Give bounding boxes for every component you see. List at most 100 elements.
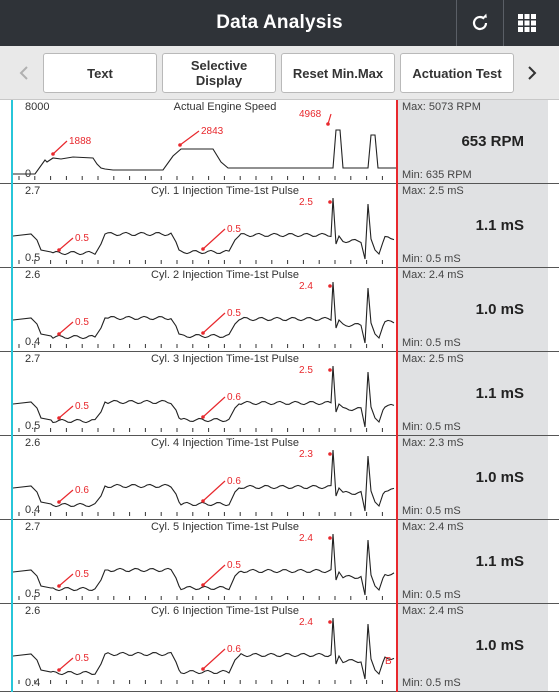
scale-min-label: 0	[25, 168, 32, 180]
cursor-a-line[interactable]	[11, 100, 13, 692]
signal-trace	[13, 197, 395, 260]
annotation-arrow	[58, 657, 74, 671]
scale-min-label: 0.4	[25, 504, 41, 516]
annotation-arrow	[179, 130, 200, 146]
max-value: Max: 2.5 mS	[402, 353, 464, 365]
graph-trace-area[interactable]: 0.5 0.5 2.4	[13, 268, 396, 351]
max-value: Max: 2.5 mS	[402, 185, 464, 197]
min-value: Min: 0.5 mS	[402, 253, 461, 265]
annotation-label: 2.3	[299, 449, 313, 460]
graph-trace-area[interactable]: 0.5 0.6 2.5	[13, 352, 396, 435]
graph-panel[interactable]: Max: 2.5 mS 1.1 mS Min: 0.5 mS 0.5 0.5 2.5 2.7…	[0, 184, 559, 268]
min-value: Min: 0.5 mS	[402, 337, 461, 349]
parameter-name: Cyl. 3 Injection Time-1st Pulse	[151, 353, 299, 365]
annotation-arrowhead	[57, 416, 61, 420]
annotation-label: 0.5	[227, 308, 241, 319]
annotation-arrowhead	[201, 415, 205, 419]
annotation-arrowhead	[178, 143, 182, 147]
annotation-arrowhead	[57, 332, 61, 336]
annotation-arrow	[58, 321, 74, 335]
actuation-test-label: Actuation Test	[412, 65, 502, 81]
chevron-left-icon	[19, 66, 28, 80]
graph-panel[interactable]: Max: 2.4 mS 1.0 mS Min: 0.5 mS 0.5 0.5 2.4 2.6…	[0, 268, 559, 352]
annotation-arrowhead	[328, 620, 332, 624]
graph-trace-area[interactable]: 0.50.62.4AB	[13, 604, 396, 687]
min-value: Min: 0.5 mS	[402, 505, 461, 517]
scale-max-label: 8000	[25, 101, 50, 113]
annotation-arrow	[202, 228, 226, 250]
graph-panel[interactable]: Max: 5073 RPM 653 RPM Min: 635 RPM 1888 2843…	[0, 100, 559, 184]
annotation-arrow	[202, 480, 226, 502]
cursor-b-label: B	[385, 656, 392, 667]
annotation-label: 1888	[69, 136, 92, 147]
parameter-name: Actual Engine Speed	[173, 101, 277, 113]
page-title: Data Analysis	[216, 12, 343, 33]
refresh-button[interactable]	[456, 0, 503, 46]
signal-trace	[13, 617, 395, 680]
annotation-arrowhead	[328, 536, 332, 540]
graph-trace-area[interactable]: 0.5 0.5 2.5	[13, 184, 396, 267]
annotation-label: 2.5	[299, 365, 313, 376]
current-value: 1.0 mS	[475, 637, 524, 654]
annotation-arrowhead	[328, 452, 332, 456]
max-value: Max: 5073 RPM	[402, 101, 481, 113]
signal-trace	[13, 281, 395, 344]
previous-button[interactable]	[10, 46, 38, 100]
cursor-b-line[interactable]	[396, 100, 398, 692]
scale-min-label: 0.5	[25, 420, 41, 432]
annotation-label: 0.6	[75, 485, 89, 496]
signal-trace	[13, 533, 395, 596]
annotation-label: 2.4	[299, 281, 313, 292]
chevron-right-icon	[528, 66, 537, 80]
annotation-arrowhead	[57, 668, 61, 672]
parameter-name: Cyl. 1 Injection Time-1st Pulse	[151, 185, 299, 197]
scale-min-label: 0.4	[25, 677, 41, 689]
graph-panel[interactable]: Max: 2.5 mS 1.1 mS Min: 0.5 mS 0.5 0.6 2.5 2.7…	[0, 352, 559, 436]
value-readout: Max: 2.4 mS 1.0 mS Min: 0.5 mS	[398, 268, 548, 351]
text-button[interactable]: Text	[43, 53, 157, 93]
annotation-arrowhead	[326, 122, 330, 126]
next-button[interactable]	[518, 46, 546, 100]
annotation-arrow	[58, 489, 74, 503]
graph-trace-area[interactable]: 0.5 0.5 2.4	[13, 520, 396, 603]
annotation-arrowhead	[201, 247, 205, 251]
refresh-icon	[472, 13, 488, 31]
value-readout: Max: 5073 RPM 653 RPM Min: 635 RPM	[398, 100, 548, 183]
signal-trace	[13, 449, 395, 512]
annotation-arrow	[58, 573, 74, 587]
grid-view-button[interactable]	[503, 0, 550, 46]
annotation-label: 0.5	[75, 569, 89, 580]
graph-panel[interactable]: Max: 2.4 mS 1.1 mS Min: 0.5 mS 0.5 0.5 2.4 2.7…	[0, 520, 559, 604]
graph-trace-area[interactable]: 1888 2843 4968	[13, 100, 396, 183]
annotation-arrowhead	[201, 667, 205, 671]
toolbar: Text Selective Display Reset Min.Max Act…	[0, 46, 559, 100]
annotation-arrow	[202, 312, 226, 334]
annotation-label: 4968	[299, 109, 322, 120]
graph-panel[interactable]: Max: 2.3 mS 1.0 mS Min: 0.5 mS 0.6 0.6 2.3 2.6…	[0, 436, 559, 520]
signal-trace	[13, 129, 396, 175]
current-value: 1.0 mS	[475, 469, 524, 486]
min-value: Min: 0.5 mS	[402, 589, 461, 601]
graph-trace-area[interactable]: 0.6 0.6 2.3	[13, 436, 396, 519]
scale-max-label: 2.7	[25, 521, 41, 533]
selective-display-button[interactable]: Selective Display	[162, 53, 276, 93]
reset-min-max-button[interactable]: Reset Min.Max	[281, 53, 395, 93]
current-value: 653 RPM	[461, 133, 524, 150]
text-button-label: Text	[87, 65, 113, 81]
signal-trace	[13, 365, 395, 428]
grid-icon	[518, 14, 536, 32]
parameter-name: Cyl. 5 Injection Time-1st Pulse	[151, 521, 299, 533]
scale-max-label: 2.6	[25, 437, 41, 449]
annotation-label: 0.5	[75, 233, 89, 244]
scale-max-label: 2.7	[25, 353, 41, 365]
actuation-test-button[interactable]: Actuation Test	[400, 53, 514, 93]
annotation-arrowhead	[57, 584, 61, 588]
selective-display-label: Selective Display	[190, 58, 248, 88]
annotation-label: 0.6	[227, 392, 241, 403]
value-readout: Max: 2.3 mS 1.0 mS Min: 0.5 mS	[398, 436, 548, 519]
reset-min-max-label: Reset Min.Max	[292, 65, 384, 81]
annotation-arrowhead	[51, 152, 55, 156]
annotation-arrowhead	[201, 499, 205, 503]
annotation-label: 0.6	[227, 476, 241, 487]
